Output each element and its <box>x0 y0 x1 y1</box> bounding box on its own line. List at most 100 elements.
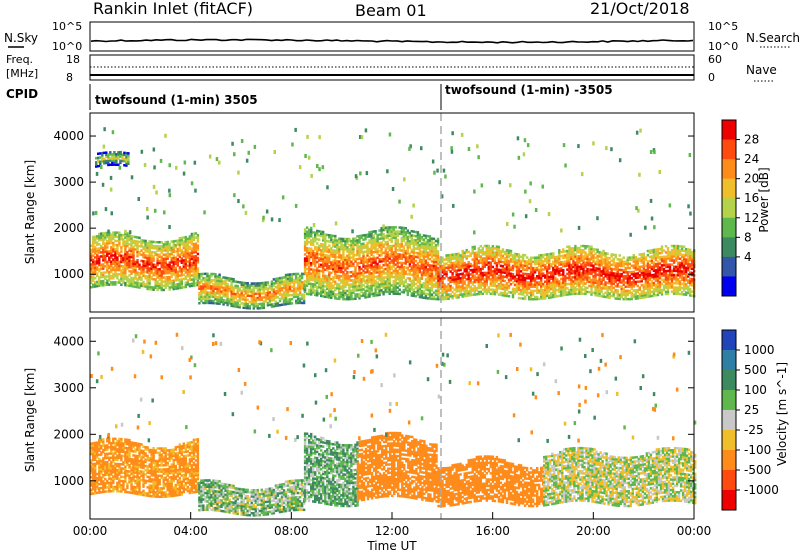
power-echo-cell <box>362 279 365 283</box>
power-echo-cell <box>330 238 333 241</box>
power-echo-cell <box>154 251 157 254</box>
power-echo-cell <box>190 274 194 277</box>
power-echo-cell <box>274 296 278 299</box>
power-echo-cell <box>352 237 355 241</box>
power-echo-cell <box>114 256 117 259</box>
power-echo-cell <box>156 284 159 287</box>
power-echo-cell <box>134 262 137 266</box>
power-echo-cell <box>426 239 430 242</box>
power-echo-cell <box>302 297 306 301</box>
power-echo-cell <box>90 273 93 276</box>
power-echo-cell <box>400 272 403 275</box>
power-echo-cell <box>467 290 470 293</box>
power-echo-cell <box>356 274 359 277</box>
power-echo-cell <box>445 270 448 274</box>
power-echo-cell <box>564 250 567 253</box>
power-echo-cell <box>396 290 399 293</box>
power-echo-cell <box>412 251 415 254</box>
power-echo-cell <box>186 241 189 245</box>
power-echo-cell <box>246 292 249 295</box>
power-echo-cell <box>362 277 365 281</box>
power-echo-cell <box>303 284 307 287</box>
power-echo-cell <box>392 275 395 279</box>
power-echo-cell <box>384 286 387 290</box>
power-echo-cell <box>366 258 369 261</box>
power-echo-cell <box>314 264 317 268</box>
power-echo-cell <box>112 272 115 276</box>
power-echo-cell <box>170 267 173 270</box>
power-echo-cell <box>386 286 389 289</box>
power-echo-cell <box>348 248 351 251</box>
power-echo-cell <box>426 253 430 256</box>
power-echo-cell <box>272 282 276 285</box>
power-echo-cell <box>90 281 93 285</box>
power-echo-cell <box>332 240 335 244</box>
power-echo-cell <box>358 265 361 269</box>
cpid-row: CPID twofsound (1-min) 3505 twofsound (1… <box>6 83 613 110</box>
power-echo-cell <box>294 274 298 278</box>
power-echo-cell <box>328 281 331 285</box>
power-echo-cell <box>336 266 339 269</box>
power-echo-cell <box>400 282 403 285</box>
power-echo-cell <box>128 238 131 242</box>
power-echo-cell <box>298 274 302 278</box>
power-echo-cell <box>307 228 311 232</box>
power-echo-cell <box>272 302 276 306</box>
power-echo-cell <box>378 285 381 288</box>
power-echo-cell <box>594 256 597 260</box>
power-echo-cell <box>422 240 426 243</box>
power-echo-cell <box>296 295 300 298</box>
beam-title: Beam 01 <box>355 1 427 20</box>
power-echo-cell <box>388 265 391 269</box>
power-echo-cell <box>342 287 345 290</box>
power-echo-cell <box>114 264 117 268</box>
power-echo-cell <box>110 241 113 245</box>
power-echo-cell <box>322 245 325 248</box>
power-echo-cell <box>164 253 167 256</box>
power-echo-cell <box>455 294 458 297</box>
power-echo-cell <box>96 241 99 244</box>
power-echo-cell <box>288 275 292 278</box>
power-echo-cell <box>426 270 430 273</box>
power-echo-cell <box>188 255 192 259</box>
power-echo-cell <box>326 293 329 297</box>
power-echo-cell <box>162 268 165 271</box>
power-echo-cell <box>166 282 169 285</box>
power-echo-cell <box>196 281 200 285</box>
power-echo-cell <box>102 238 105 241</box>
power-echo-cell <box>406 258 409 261</box>
power-echo-cell <box>436 254 440 257</box>
power-echo-cell <box>146 277 149 280</box>
power-echo-cell <box>404 258 407 261</box>
power-echo-cell <box>362 292 365 295</box>
power-echo-cell <box>324 276 327 280</box>
power-echo-cell <box>176 262 179 265</box>
power-echo-cell <box>314 256 317 259</box>
power-echo-cell <box>204 293 207 296</box>
power-echo-cell <box>202 287 205 290</box>
power-echo-cell <box>386 247 389 250</box>
power-echo-cell <box>178 245 181 248</box>
power-echo-cell <box>328 258 331 262</box>
power-echo-cell <box>232 304 235 308</box>
power-echo-cell <box>374 275 377 279</box>
power-echo-cell <box>136 261 139 264</box>
power-echo-cell <box>174 283 177 286</box>
power-echo-cell <box>348 254 351 257</box>
power-echo-cell <box>188 266 192 269</box>
power-echo-cell <box>424 284 428 287</box>
power-echo-cell <box>210 295 213 298</box>
power-echo-cell <box>278 285 282 288</box>
power-echo-cell <box>336 284 339 288</box>
power-echo-cell <box>316 281 319 285</box>
power-echo-cell <box>416 276 420 280</box>
power-echo-cell <box>422 259 426 262</box>
power-echo-cell <box>90 252 93 256</box>
power-echo-cell <box>172 281 175 285</box>
power-echo-cell <box>156 276 159 279</box>
power-echo-cell <box>426 234 430 238</box>
power-echo-cell <box>342 266 345 270</box>
power-echo-cell <box>447 293 450 296</box>
power-echo-cell <box>376 256 379 260</box>
power-echo-cell <box>332 253 335 256</box>
